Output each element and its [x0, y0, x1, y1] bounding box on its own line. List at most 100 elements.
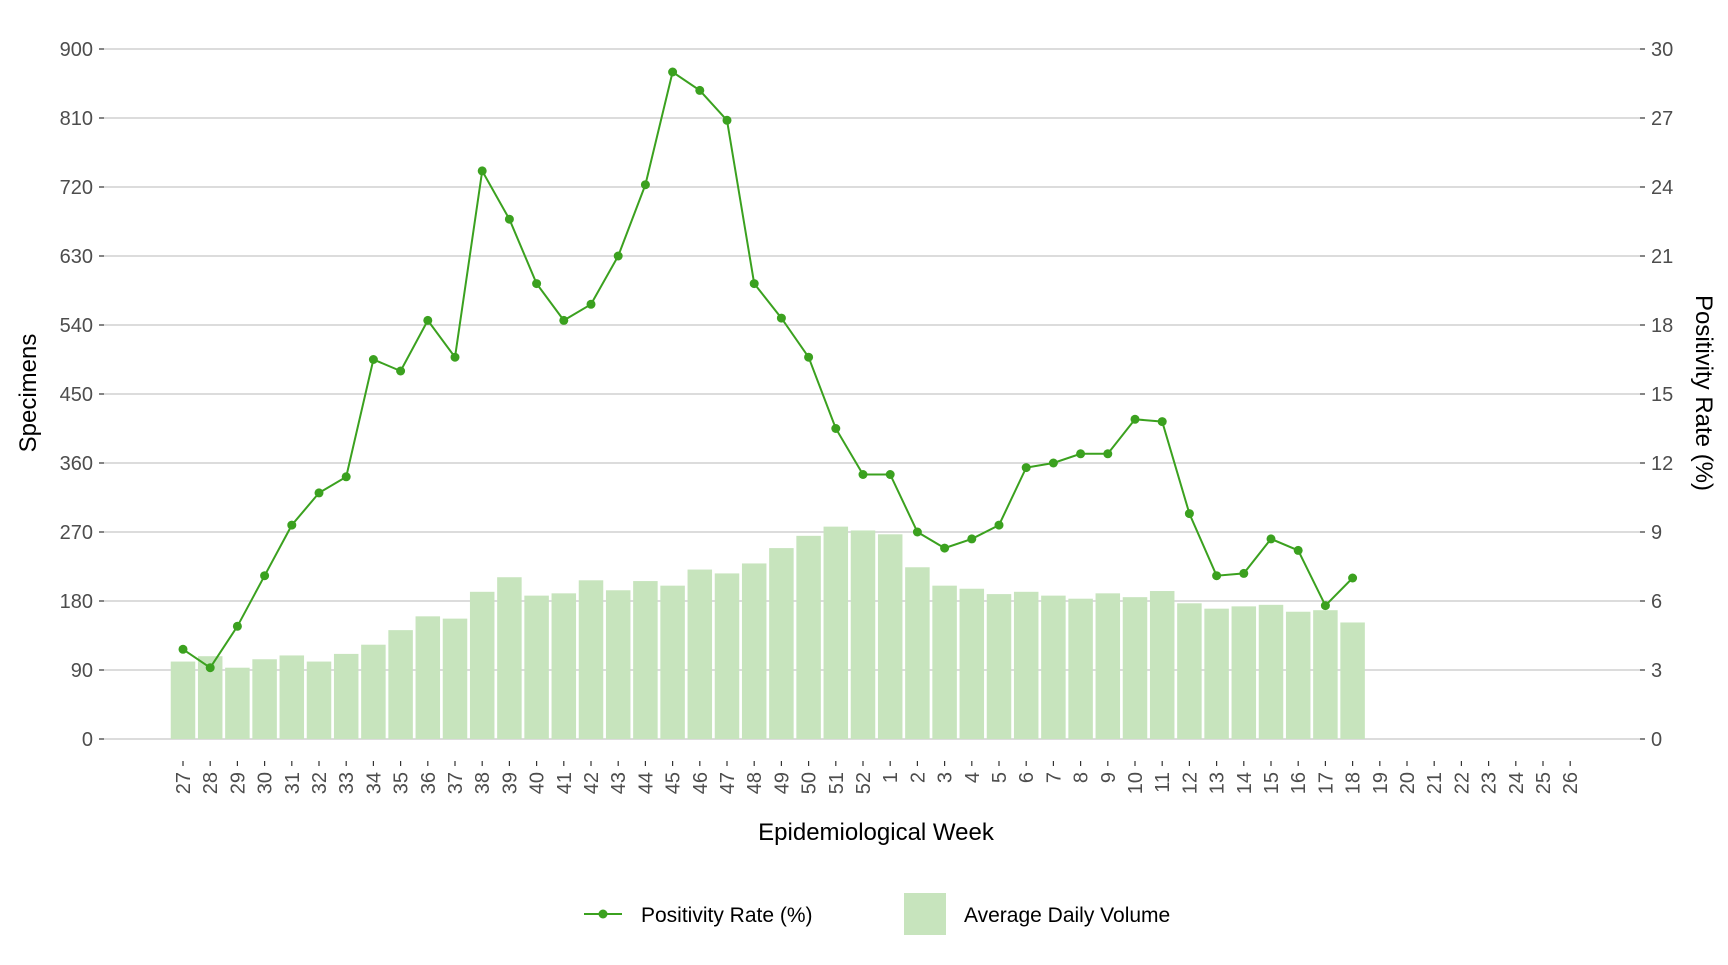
line-point	[1076, 449, 1086, 459]
line-point	[178, 644, 188, 654]
legend-label-volume: Average Daily Volume	[964, 904, 1170, 927]
line-point	[1320, 601, 1330, 611]
x-tick-label: 39	[499, 772, 521, 794]
x-tick-label: 43	[608, 772, 630, 794]
y-tick-label: 90	[71, 660, 93, 682]
x-tick-label: 18	[1343, 772, 1365, 794]
line-point	[1212, 571, 1222, 581]
x-tick-label: 30	[255, 772, 277, 794]
line-point	[1348, 573, 1358, 583]
bar	[1204, 608, 1229, 739]
bar	[1177, 603, 1202, 739]
line-point	[1048, 458, 1058, 468]
line-point	[668, 67, 678, 77]
x-tick-label: 23	[1479, 772, 1501, 794]
x-tick-label: 16	[1288, 772, 1310, 794]
line-point	[450, 352, 460, 362]
line-point	[1266, 534, 1276, 544]
line-point	[532, 279, 542, 289]
x-tick-label: 33	[336, 772, 358, 794]
x-tick-label: 1	[880, 772, 902, 783]
x-tick-label: 29	[227, 772, 249, 794]
bar	[578, 580, 604, 739]
y-axis-title: Specimens	[15, 334, 42, 453]
y2-tick-label: 0	[1651, 729, 1662, 751]
bar	[769, 548, 794, 739]
x-tick-label: 41	[554, 772, 576, 794]
bar	[714, 573, 740, 739]
line-point	[640, 180, 650, 190]
x-tick-label: 22	[1451, 772, 1473, 794]
y2-tick-label: 6	[1651, 591, 1662, 613]
bar	[1258, 604, 1284, 739]
bar	[252, 659, 277, 739]
bar	[415, 616, 441, 739]
x-tick-label: 7	[1043, 772, 1065, 783]
bar	[850, 530, 876, 739]
y-tick-label: 270	[60, 522, 93, 544]
line-point	[994, 520, 1004, 530]
line-point	[477, 166, 487, 176]
y2-tick-label: 9	[1651, 522, 1662, 544]
line-point	[1157, 417, 1167, 427]
x-tick-label: 34	[363, 772, 385, 794]
bar	[1231, 606, 1257, 739]
x-tick-label: 17	[1315, 772, 1337, 794]
y2-axis-title: Positivity Rate (%)	[1690, 295, 1717, 491]
bar	[932, 585, 957, 739]
x-axis-title: Epidemiological Week	[758, 819, 995, 846]
x-tick-label: 13	[1207, 772, 1229, 794]
y2-tick-label: 27	[1651, 108, 1673, 130]
bar	[279, 655, 305, 739]
bar	[796, 535, 821, 739]
bar	[497, 577, 522, 739]
x-tick-label: 38	[472, 772, 494, 794]
x-tick-label: 32	[309, 772, 331, 794]
bar	[225, 667, 250, 739]
y-tick-label: 720	[60, 177, 93, 199]
x-tick-label: 40	[527, 772, 549, 794]
bar	[1041, 595, 1066, 739]
x-tick-label: 36	[418, 772, 440, 794]
x-tick-label: 9	[1098, 772, 1120, 783]
bar	[986, 594, 1012, 739]
line-point	[423, 315, 433, 325]
x-tick-label: 4	[962, 772, 984, 783]
x-tick-label: 28	[200, 772, 222, 794]
bar	[687, 569, 713, 739]
bar	[388, 630, 413, 739]
bar	[1013, 591, 1039, 739]
line-point	[1293, 545, 1303, 555]
bar-series	[170, 526, 1365, 739]
y2-tick-label: 21	[1651, 246, 1673, 268]
y-tick-label: 180	[60, 591, 93, 613]
x-tick-label: 45	[663, 772, 685, 794]
x-tick-label: 24	[1506, 772, 1528, 794]
bar	[333, 653, 359, 739]
x-tick-label: 10	[1125, 772, 1147, 794]
x-tick-label: 11	[1152, 772, 1174, 793]
y2-tick-label: 15	[1651, 384, 1673, 406]
bar	[1068, 598, 1093, 739]
x-tick-label: 15	[1261, 772, 1283, 794]
legend-point-swatch	[598, 909, 608, 919]
bar	[306, 661, 332, 739]
line-point	[260, 571, 270, 581]
bar	[1285, 611, 1311, 739]
line-point	[504, 214, 514, 224]
y2-tick-label: 24	[1651, 177, 1673, 199]
line-point	[1239, 568, 1249, 578]
y2-tick-label: 30	[1651, 39, 1673, 61]
x-tick-label: 25	[1533, 772, 1555, 794]
x-tick-label: 52	[853, 772, 875, 794]
bar	[524, 595, 549, 739]
line-point	[368, 355, 378, 364]
line-point	[559, 315, 569, 325]
line-point	[967, 534, 977, 544]
bar	[1313, 610, 1338, 739]
x-tick-label: 3	[935, 772, 957, 783]
line-point	[586, 299, 596, 309]
line-point	[341, 472, 351, 482]
